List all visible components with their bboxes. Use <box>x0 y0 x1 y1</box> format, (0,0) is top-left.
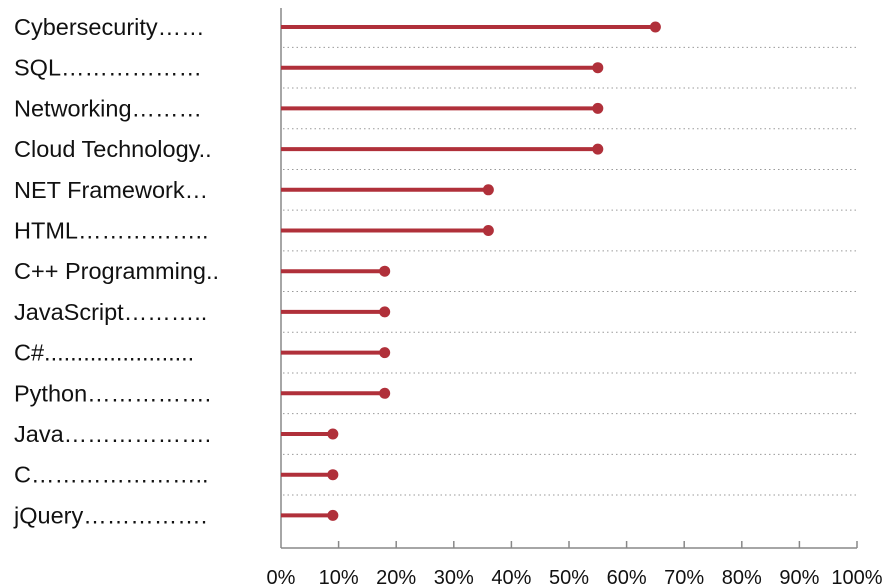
lollipop-dot <box>379 387 391 399</box>
lollipop-dot <box>327 428 339 440</box>
category-label: Python……………. <box>14 380 211 406</box>
category-label: jQuery……………. <box>13 502 207 528</box>
x-axis-ticks <box>337 541 858 548</box>
lollipop-dot <box>482 184 494 196</box>
x-tick-label: 10% <box>319 567 359 586</box>
x-tick-label: 40% <box>491 567 531 586</box>
x-tick-label: 70% <box>664 567 704 586</box>
category-label: HTML…………….. <box>14 218 209 244</box>
lollipop-dot <box>592 62 604 74</box>
x-tick-label: 0% <box>267 567 296 586</box>
x-tick-label: 50% <box>549 567 589 586</box>
lollipop-marks <box>281 21 661 521</box>
x-tick-label: 90% <box>779 567 819 586</box>
lollipop-dot <box>379 347 391 359</box>
lollipop-dot <box>379 306 391 318</box>
category-label: Java………………. <box>14 421 211 447</box>
lollipop-dot <box>592 143 604 155</box>
lollipop-dot <box>592 102 604 114</box>
lollipop-dot <box>327 509 339 521</box>
category-label: C………………….. <box>14 462 209 488</box>
x-tick-label: 60% <box>607 567 647 586</box>
x-tick-label: 100% <box>831 567 882 586</box>
category-label: NET Framework… <box>14 177 208 203</box>
x-tick-label: 20% <box>376 567 416 586</box>
category-label: JavaScript……….. <box>14 299 207 325</box>
grid-lines <box>283 46 857 496</box>
lollipop-dot <box>379 265 391 277</box>
x-tick-label: 80% <box>722 567 762 586</box>
category-label: SQL……………… <box>14 55 202 81</box>
x-tick-labels: 0% 10% 20% 30% 40% 50% 60% 70% 80% 90% 100% <box>267 567 883 586</box>
lollipop-dot <box>649 21 661 33</box>
category-label: Networking……… <box>14 95 202 121</box>
lollipop-dot <box>327 469 339 481</box>
category-label: C++ Programming.. <box>14 258 219 284</box>
lollipop-dot <box>482 225 494 236</box>
category-label: Cybersecurity…… <box>14 14 205 40</box>
x-tick-label: 30% <box>434 567 474 586</box>
category-label: Cloud Technology.. <box>14 136 212 162</box>
category-label: C#....................... <box>14 340 194 366</box>
category-labels: Cybersecurity…… SQL……………… Networking……… Clo… <box>13 14 219 528</box>
